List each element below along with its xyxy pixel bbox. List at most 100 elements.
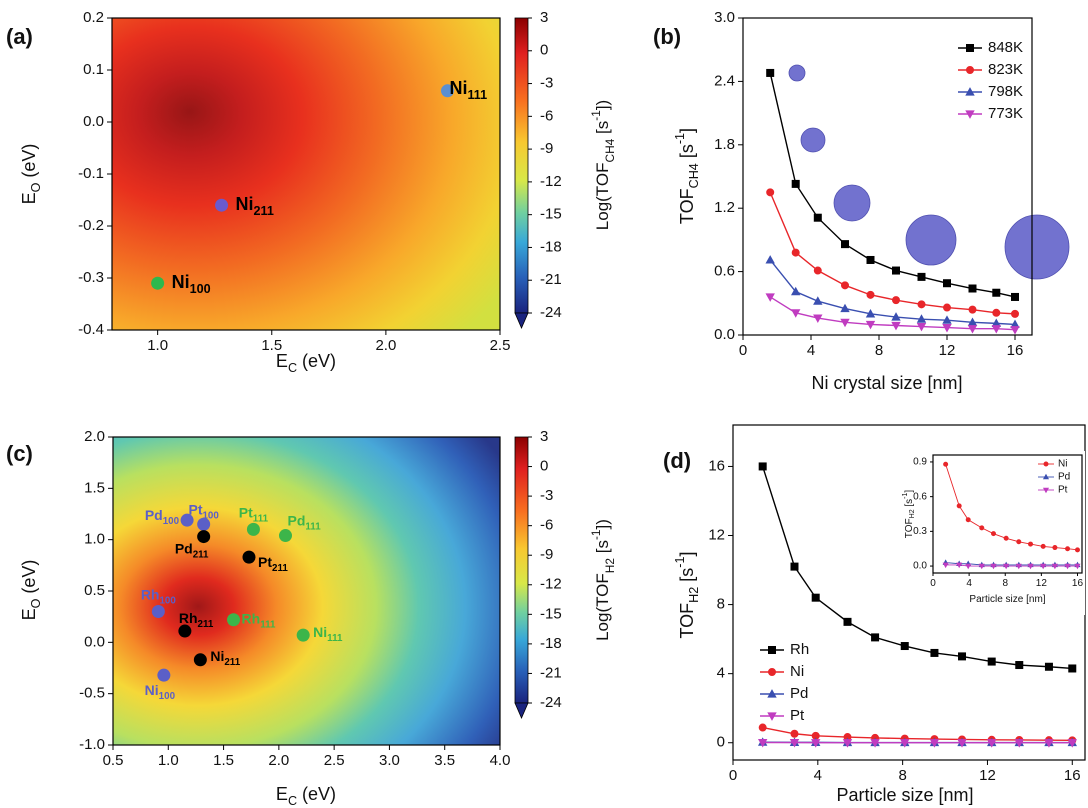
data-point — [1027, 563, 1034, 570]
label-text: (eV) — [297, 351, 336, 371]
series-line — [762, 726, 1073, 742]
superscript: -1 — [673, 557, 687, 568]
x-tick-label: 16 — [1072, 578, 1084, 589]
data-point — [942, 562, 949, 569]
data-point — [956, 562, 963, 569]
label-text: E — [19, 192, 39, 204]
y-tick-label: 0.0 — [714, 326, 735, 343]
label-text: ] — [677, 128, 697, 133]
inset-legend-label: Pt — [1058, 485, 1068, 496]
data-point — [942, 324, 952, 333]
subscript: CH4 — [687, 163, 701, 188]
x-tick-label: 8 — [875, 342, 883, 359]
point-label: Pd100 — [145, 507, 180, 527]
legend-marker — [767, 689, 777, 698]
data-point — [986, 739, 997, 748]
surface-point — [178, 624, 192, 638]
x-axis-label: EC (eV) — [276, 351, 336, 376]
nanoparticle-image — [905, 214, 957, 266]
label-text: ] — [677, 551, 697, 556]
superscript: -1 — [589, 529, 603, 540]
label-text: E — [19, 608, 39, 620]
data-point — [791, 309, 801, 318]
x-tick-label: 16 — [1007, 342, 1024, 359]
data-point — [1011, 292, 1019, 301]
colorbar-tick-label: -6 — [540, 107, 553, 124]
superscript: -1 — [902, 493, 909, 499]
y-tick-label: 1.2 — [714, 199, 735, 216]
plot-frame — [742, 17, 1033, 336]
data-point — [840, 318, 850, 328]
label-text: [s — [904, 499, 915, 510]
y-tick-label: 8 — [717, 596, 725, 613]
nanoparticle-image — [800, 127, 826, 153]
legend-label: 823K — [988, 61, 1023, 78]
data-point — [813, 213, 822, 222]
colorbar-tick-label: 0 — [540, 458, 548, 475]
surface-point — [197, 517, 211, 531]
data-point — [766, 68, 775, 77]
y-axis-label: TOFCH4 [s-1] — [673, 128, 701, 224]
y-tick-label: 0.1 — [83, 61, 104, 78]
x-axis-label: Ni crystal size [nm] — [811, 373, 962, 393]
point-label: Pt211 — [258, 554, 288, 574]
label-text: Pd — [175, 540, 193, 556]
data-point — [813, 314, 823, 323]
nanoparticle-images — [788, 64, 1070, 280]
nanoparticle-image — [1004, 214, 1070, 280]
y-tick-label: 0.6 — [913, 491, 927, 502]
data-point — [1065, 546, 1071, 552]
data-point — [1040, 543, 1046, 549]
label-text: Pd — [145, 507, 163, 523]
label-text: [s — [677, 568, 697, 587]
colorbar-label: Log(TOFCH4 [s-1]) — [589, 100, 617, 230]
data-point — [965, 563, 972, 570]
x-tick-label: 4 — [966, 578, 972, 589]
subscript: 100 — [202, 510, 219, 521]
data-point — [1044, 662, 1053, 671]
surface-point — [242, 550, 256, 564]
label-text: Rh — [242, 610, 261, 626]
colorbar-tick-label: -24 — [540, 304, 562, 321]
point-label: Ni211 — [236, 194, 274, 219]
y-tick-label: 4 — [717, 665, 725, 682]
subscript: 100 — [159, 691, 176, 702]
data-point — [916, 314, 927, 323]
legend-label: 773K — [988, 105, 1023, 122]
data-point — [866, 290, 875, 299]
colorbar-label: Log(TOFH2 [s-1]) — [589, 519, 617, 641]
data-point — [1067, 739, 1077, 748]
y-tick-label: 12 — [708, 526, 725, 543]
colorbar-tick-label: -21 — [540, 271, 562, 288]
surface-point — [441, 84, 455, 98]
data-point — [956, 503, 962, 509]
superscript: -1 — [673, 133, 687, 144]
point-label: Ni111 — [313, 624, 343, 644]
x-tick-label: 1.5 — [213, 752, 234, 769]
surface-point — [151, 276, 165, 290]
y-tick-label: 0.0 — [913, 561, 927, 572]
subscript: H2 — [603, 558, 617, 574]
inset-legend-marker — [1043, 461, 1049, 467]
data-point — [968, 305, 977, 314]
label-text: Rh — [141, 586, 160, 602]
legend-marker — [965, 87, 975, 96]
data-point — [891, 321, 901, 331]
colorbar-extension — [514, 702, 529, 720]
subscript: H2 — [687, 587, 701, 603]
x-tick-label: 1.0 — [147, 337, 168, 354]
data-point — [987, 657, 996, 666]
y-tick-label: 16 — [708, 457, 725, 474]
data-point — [1014, 739, 1024, 748]
subscript: C — [288, 794, 297, 808]
plot-frame — [932, 454, 1083, 574]
colorbar-tick-label: -9 — [540, 546, 553, 563]
point-label: Pt100 — [188, 501, 219, 521]
subscript: 100 — [190, 283, 211, 297]
data-point — [891, 312, 901, 321]
colorbar-tick-label: -3 — [540, 487, 553, 504]
data-point — [841, 240, 849, 249]
subscript: 211 — [272, 563, 288, 574]
point-label: Pd111 — [287, 512, 321, 532]
